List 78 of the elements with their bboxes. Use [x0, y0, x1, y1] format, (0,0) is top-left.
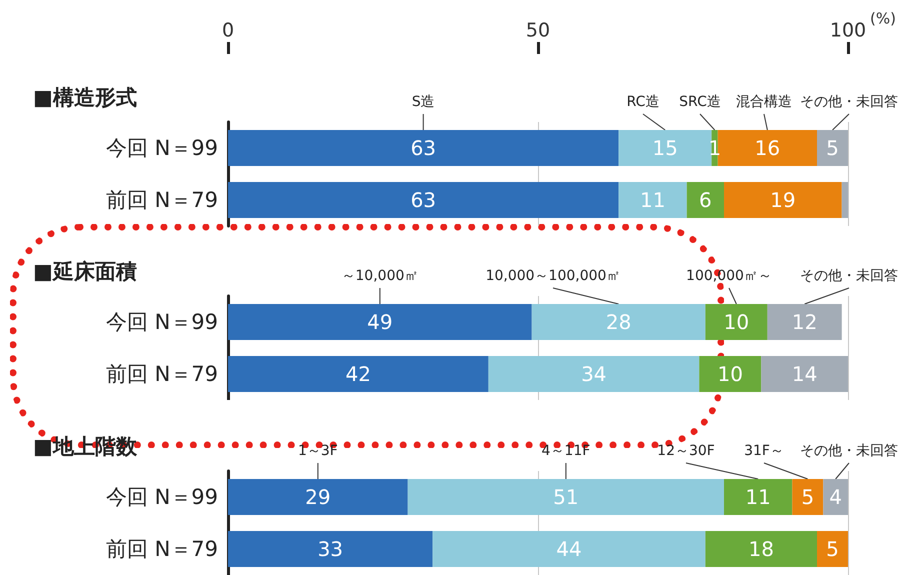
chart-title: ■地上階数: [33, 434, 138, 458]
data-label: 15: [652, 136, 678, 160]
data-label: 28: [606, 310, 632, 334]
bar: [228, 130, 619, 166]
bar: [724, 182, 842, 218]
series-label: 12～30F: [657, 443, 715, 459]
data-label: 11: [745, 485, 771, 509]
bar: [228, 182, 619, 218]
y-tick-label: 今回 N＝99: [106, 485, 218, 509]
y-tick-label: 前回 N＝79: [106, 362, 218, 386]
data-label: 63: [410, 136, 436, 160]
y-tick-label: 今回 N＝99: [106, 310, 218, 334]
bar: [408, 479, 724, 515]
series-label: SRC造: [679, 94, 721, 110]
data-label: 6: [699, 188, 712, 212]
data-label: 44: [556, 537, 582, 561]
y-tick-label: 前回 N＝79: [106, 188, 218, 212]
data-label: 5: [801, 485, 814, 509]
data-label: 11: [640, 188, 666, 212]
bar: [699, 356, 762, 392]
bar: [228, 479, 408, 515]
series-label: S造: [412, 94, 435, 110]
bar: [724, 479, 792, 515]
bar: [767, 304, 842, 340]
bar: [817, 531, 848, 567]
bar: [228, 304, 532, 340]
x-tick-label: 0: [222, 20, 234, 42]
data-label: 16: [754, 136, 780, 160]
data-label: 5: [826, 136, 839, 160]
data-label: 33: [318, 537, 344, 561]
bar: [705, 531, 817, 567]
bar: [228, 356, 488, 392]
bar: [488, 356, 700, 392]
bar: [792, 479, 824, 515]
series-label: 4～11F: [542, 443, 590, 459]
bar: [532, 304, 706, 340]
bar: [705, 304, 768, 340]
data-label: 49: [367, 310, 393, 334]
data-label: 10: [717, 362, 743, 386]
series-label: その他・未回答: [800, 268, 898, 284]
data-label: 14: [792, 362, 818, 386]
bar: [686, 182, 724, 218]
chart-title: ■構造形式: [33, 86, 137, 110]
data-label: 12: [792, 310, 818, 334]
bar: [618, 182, 687, 218]
y-tick-label: 前回 N＝79: [106, 537, 218, 561]
text: その他・未回答: [800, 443, 898, 459]
data-label: 34: [581, 362, 607, 386]
data-label: 4: [829, 485, 842, 509]
bar: [432, 531, 706, 567]
bar: [817, 130, 848, 166]
bar: [618, 130, 712, 166]
data-label: 18: [748, 537, 774, 561]
series-label: ～10,000㎡: [341, 268, 418, 284]
x-tick-label: 100: [830, 20, 866, 42]
series-label: 100,000㎡～: [686, 268, 772, 284]
data-label: 19: [770, 188, 796, 212]
series-label: 混合構造: [736, 94, 792, 110]
bar: [823, 479, 848, 515]
data-label: 29: [305, 485, 331, 509]
bar: [718, 130, 817, 166]
data-label: 42: [345, 362, 371, 386]
series-label: 1～3F: [298, 443, 338, 459]
bar: [228, 531, 433, 567]
y-tick-label: 今回 N＝99: [106, 136, 218, 160]
series-label: その他・未回答: [800, 94, 898, 110]
x-tick-label: 50: [526, 20, 550, 42]
data-label: 63: [410, 188, 436, 212]
bar: [761, 356, 848, 392]
x-axis-title: (%): [870, 10, 896, 28]
chart-title: ■延床面積: [33, 260, 137, 284]
series-label: RC造: [626, 94, 660, 110]
series-label: 10,000～100,000㎡: [486, 268, 620, 284]
data-label: 5: [826, 537, 839, 561]
data-label: 51: [553, 485, 579, 509]
series-label: 31F～: [744, 443, 784, 459]
bar: [842, 182, 848, 218]
data-label: 10: [724, 310, 750, 334]
